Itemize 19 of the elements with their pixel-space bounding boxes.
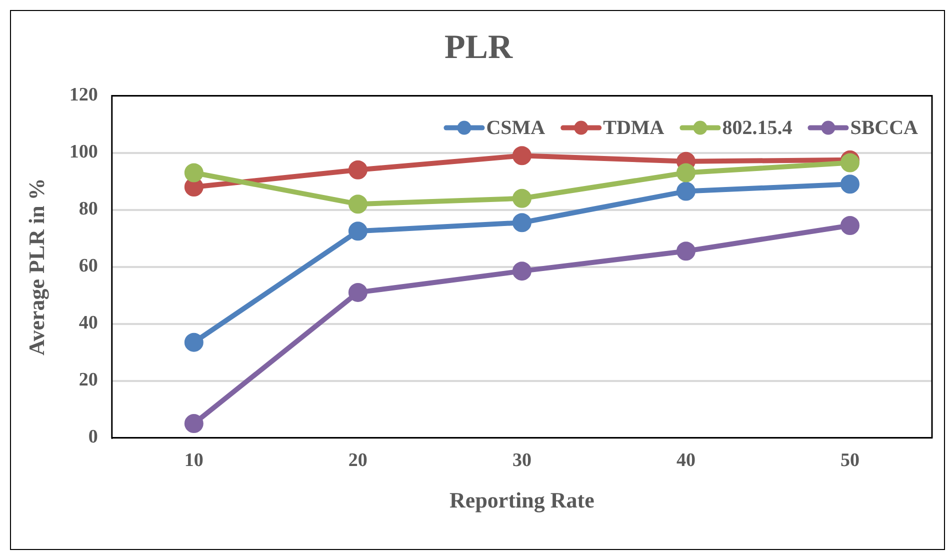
y-tick-label: 0 — [88, 426, 98, 448]
x-tick-label: 50 — [840, 450, 860, 472]
x-tick-label: 10 — [184, 450, 204, 472]
y-axis-title: Average PLR in % — [24, 178, 49, 356]
x-tick-label: 30 — [512, 450, 532, 472]
y-tick-label: 80 — [78, 198, 98, 220]
y-tick-label: 20 — [78, 370, 98, 391]
legend-label: TDMA — [603, 116, 665, 139]
x-tick-label: 20 — [348, 450, 368, 472]
legend-label: CSMA — [486, 116, 546, 139]
y-tick-label: 100 — [69, 142, 98, 163]
x-tick-label: 40 — [676, 450, 696, 472]
legend-label: 802.15.4 — [722, 116, 792, 139]
legend-label: SBCCA — [850, 116, 919, 139]
y-tick-label: 60 — [78, 256, 98, 277]
x-axis-title: Reporting Rate — [450, 487, 595, 512]
y-tick-label: 120 — [69, 84, 98, 106]
y-tick-label: 40 — [78, 312, 98, 334]
chart-title: PLR — [444, 29, 513, 66]
